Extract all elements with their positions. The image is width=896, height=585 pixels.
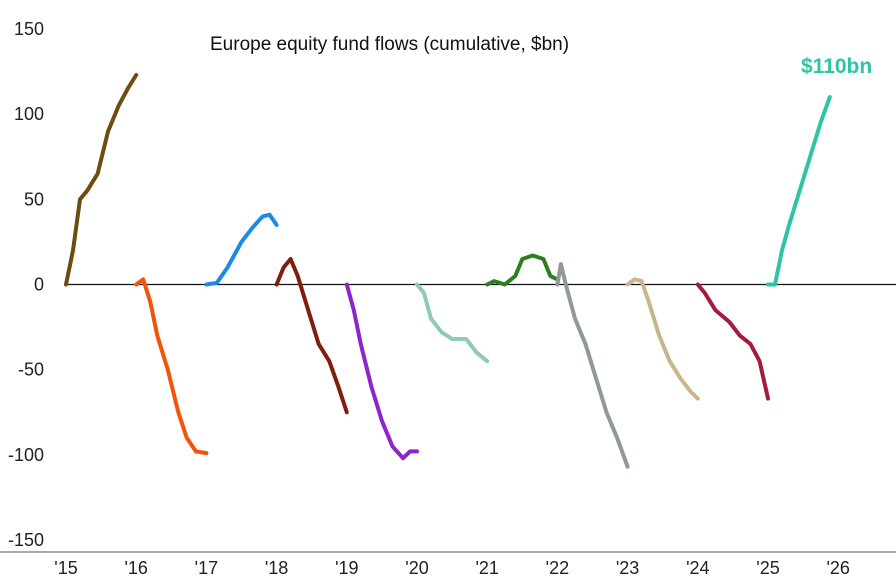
series-line-2015: [64, 73, 139, 287]
x-tick-label: '18: [265, 558, 288, 578]
series-line-2025: [766, 95, 832, 287]
series-line-2022: [555, 262, 630, 469]
series-line-2023: [625, 277, 700, 401]
series-line-2020: [415, 282, 490, 364]
x-tick-label: '23: [616, 558, 639, 578]
y-tick-label: -150: [8, 530, 44, 550]
series-line-2024: [695, 282, 770, 401]
x-axis-ticks: '15 '16 '17 '18 '19 '20 '21 '22 '23 '24 '25 '26: [54, 558, 850, 578]
y-axis-ticks: 150 100 50 0 -50 -100 -150: [8, 19, 44, 550]
series-line-2017: [204, 212, 279, 287]
series-line-2019: [344, 282, 419, 461]
chart-title: Europe equity fund flows (cumulative, $b…: [210, 34, 569, 55]
x-tick-label: '26: [826, 558, 849, 578]
x-tick-label: '17: [195, 558, 218, 578]
series-line-2018: [274, 257, 349, 415]
x-tick-label: '20: [405, 558, 428, 578]
x-tick-label: '15: [54, 558, 77, 578]
y-tick-label: 0: [34, 275, 44, 295]
series-group: [64, 73, 832, 469]
y-tick-label: -100: [8, 445, 44, 465]
y-tick-label: 150: [14, 19, 44, 39]
callout-110bn: $110bn: [801, 55, 872, 78]
series-line-2016: [134, 277, 209, 456]
y-tick-label: -50: [18, 360, 44, 380]
y-tick-label: 50: [24, 189, 44, 209]
x-tick-label: '24: [686, 558, 709, 578]
x-tick-label: '21: [475, 558, 498, 578]
y-tick-label: 100: [14, 104, 44, 124]
x-tick-label: '19: [335, 558, 358, 578]
x-tick-label: '22: [546, 558, 569, 578]
x-tick-label: '25: [756, 558, 779, 578]
series-line-2021: [485, 253, 560, 287]
x-tick-label: '16: [124, 558, 147, 578]
